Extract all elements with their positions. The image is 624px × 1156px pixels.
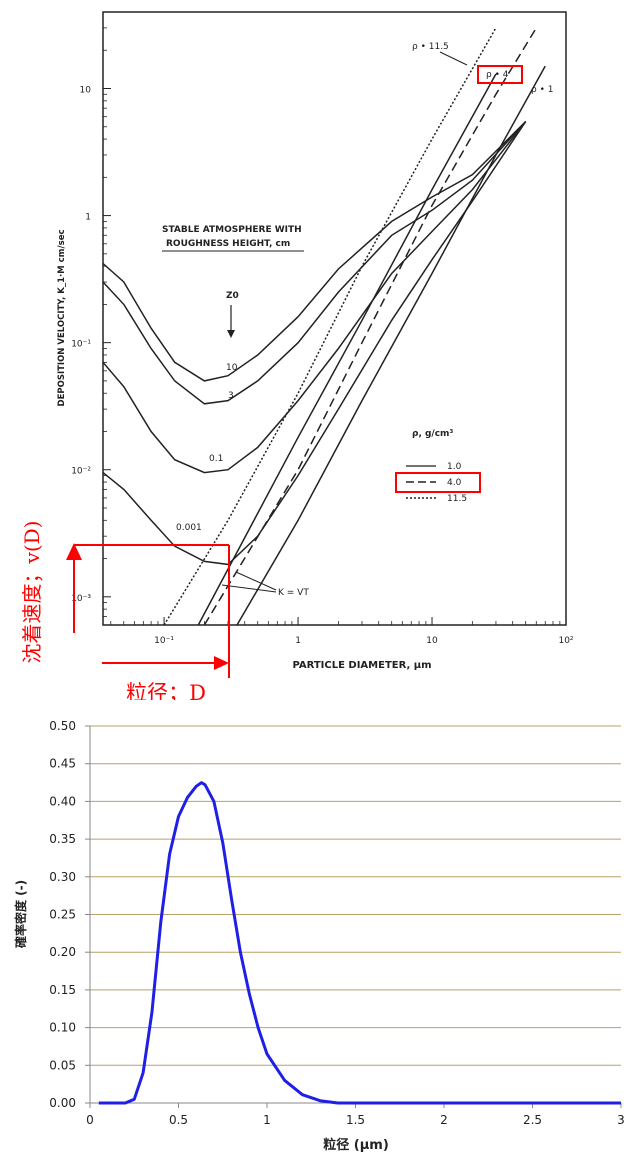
legend-title: ρ, g/cm³ (412, 429, 453, 439)
bottom-y-tick-label: 0.30 (49, 870, 76, 884)
density-11.5-pointer (439, 51, 468, 66)
bottom-y-tick-label: 0.05 (49, 1058, 76, 1072)
top-x-ticks: 10⁻¹ 1 10 10² (110, 617, 574, 646)
roughness-label-3: 3 (228, 391, 234, 401)
inset-title-line2: ROUGHNESS HEIGHT, cm (166, 239, 290, 249)
top-y-tick-label: 10⁻³ (71, 594, 91, 604)
deposition-curve-K-VT-4- (197, 73, 497, 626)
top-x-tick-label: 10⁻¹ (154, 636, 174, 646)
probability-density-line (98, 781, 621, 1105)
bottom-x-tick-label: 1.5 (346, 1113, 365, 1127)
bottom-y-axis-label: 確率密度 (-) (13, 880, 28, 948)
deposition-velocity-chart: 10⁻³ 10⁻² 10⁻¹ 1 10 10⁻¹ 1 10 10² PARTICLE DIAM… (20, 11, 574, 700)
bottom-x-tick-labels: 0 0.5 1 1.5 2 2.5 3 (86, 1103, 624, 1127)
bottom-y-tick-label: 0.50 (49, 719, 76, 733)
top-y-tick-label: 10⁻² (71, 467, 91, 477)
z0-arrowhead (227, 330, 235, 338)
top-y-axis-label: DEPOSITION VELOCITY, K_1·M cm/sec (57, 230, 67, 407)
red-annotations: 沈着速度；v(D) 粒径；D (20, 521, 230, 700)
deposition-curve-11.5 (163, 27, 497, 626)
deposition-curve-4.0 (203, 27, 537, 626)
top-y-tick-label: 10⁻¹ (71, 340, 91, 350)
density-label-11.5: ρ • 11.5 (412, 42, 449, 52)
bottom-x-tick-label: 0 (86, 1113, 94, 1127)
z0-label: Z0 (226, 291, 239, 301)
roughness-label-0.001: 0.001 (176, 523, 202, 533)
legend-entry-4.0: 4.0 (447, 478, 462, 488)
settling-pointer-2 (221, 584, 277, 593)
annotation-x-label: 粒径；D (126, 681, 206, 700)
bottom-y-tick-label: 0.40 (49, 794, 76, 808)
top-x-axis-label: PARTICLE DIAMETER, μm (292, 660, 431, 671)
top-x-tick-label: 10 (426, 636, 438, 646)
bottom-x-tick-label: 2 (440, 1113, 448, 1127)
top-y-tick-label: 1 (85, 213, 91, 223)
bottom-x-tick-label: 1 (263, 1113, 271, 1127)
bottom-x-tick-label: 2.5 (523, 1113, 542, 1127)
roughness-label-0.1: 0.1 (209, 454, 223, 464)
bottom-x-axis-label: 粒径 (μm) (323, 1137, 389, 1153)
bottom-y-tick-label: 0.45 (49, 757, 76, 771)
density-label-1: ρ • 1 (531, 85, 553, 95)
top-plot-frame (102, 11, 567, 626)
annotation-y-arrowhead (66, 543, 82, 560)
bottom-x-tick-label: 3 (617, 1113, 624, 1127)
bottom-y-tick-label: 0.20 (49, 945, 76, 959)
top-x-tick-label: 10² (558, 636, 573, 646)
legend-entry-1.0: 1.0 (447, 462, 462, 472)
bottom-y-tick-label: 0.15 (49, 983, 76, 997)
top-x-tick-label: 1 (295, 636, 301, 646)
annotation-x-arrowhead (214, 656, 229, 670)
top-y-tick-label: 10 (80, 86, 92, 96)
deposition-curve-z0-3 (102, 120, 527, 405)
density-4-highlight (477, 65, 523, 84)
top-y-ticks: 10⁻³ 10⁻² 10⁻¹ 1 10 (71, 11, 111, 626)
bottom-y-tick-label: 0.00 (49, 1096, 76, 1110)
deposition-curve-K-VT-1- (236, 65, 546, 626)
annotation-y-label: 沈着速度；v(D) (20, 521, 44, 664)
deposition-curve-z0-0.1 (102, 121, 527, 474)
bottom-y-tick-label: 0.35 (49, 832, 76, 846)
bottom-x-tick-label: 0.5 (169, 1113, 188, 1127)
inset-title-line1: STABLE ATMOSPHERE WITH (162, 225, 302, 235)
bottom-gridlines (85, 725, 621, 1104)
bottom-y-tick-label: 0.10 (49, 1021, 76, 1035)
settling-pointer-1 (235, 571, 277, 591)
density-label-4: ρ • 4 (486, 70, 509, 80)
probability-density-chart: 0.00 0.05 0.10 0.15 0.20 0.25 0.30 0.35 0.40 0.45… (13, 719, 624, 1153)
deposition-curve-z0-10 (102, 120, 527, 382)
roughness-label-10: 10 (226, 363, 238, 373)
bottom-y-tick-label: 0.25 (49, 908, 76, 922)
top-curves (102, 27, 546, 626)
legend-4.0-highlight (395, 472, 481, 493)
legend-entry-11.5: 11.5 (447, 494, 467, 504)
bottom-y-tick-labels: 0.00 0.05 0.10 0.15 0.20 0.25 0.30 0.35 0.40 0.45… (49, 719, 76, 1110)
settling-label: K = VT (278, 588, 309, 598)
